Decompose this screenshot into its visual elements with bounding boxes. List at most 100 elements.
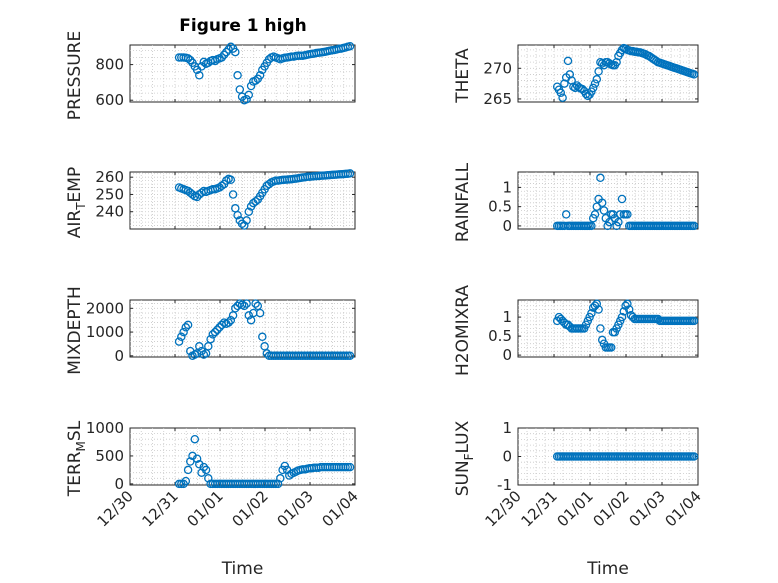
data-point [244, 207, 254, 216]
data-point [222, 176, 231, 185]
x-tick-label: 01/01 [554, 487, 597, 530]
data-point [258, 332, 267, 342]
data-point [183, 54, 193, 63]
data-point [215, 323, 224, 332]
data-point [592, 75, 602, 84]
data-point [273, 479, 283, 489]
y-tick-label: 1 [502, 308, 512, 326]
data-point [233, 71, 242, 80]
data-point [231, 304, 240, 313]
y-tick-label: 0.5 [488, 327, 512, 345]
data-point [345, 462, 355, 472]
data-point [204, 474, 213, 483]
data-point [213, 325, 222, 334]
data-point [244, 311, 254, 320]
y-tick-label: 0 [502, 217, 512, 235]
subplot-1: 600 800 PRESSURE [65, 31, 356, 120]
data-point [689, 452, 699, 461]
data-point [228, 190, 238, 199]
data-point [556, 88, 566, 98]
data-point [226, 175, 236, 185]
data-point [599, 206, 609, 215]
y-tick-label: 0.5 [488, 198, 512, 216]
data-point [587, 309, 596, 318]
data-point [197, 62, 206, 71]
data-point [222, 47, 231, 57]
y-axis-label: AIRTEMP [65, 167, 88, 238]
data-point [186, 55, 195, 65]
data-point [689, 70, 699, 79]
y-axis-label: PRESSURE [65, 31, 85, 120]
data-point [235, 85, 245, 94]
data-point [689, 221, 699, 231]
subplot-2: 265 270 THETA [453, 43, 699, 108]
y-tick-label: 0 [502, 448, 512, 466]
x-tick-label: 01/03 [274, 487, 317, 530]
data-point [210, 56, 220, 66]
y-tick-label: 2000 [86, 299, 124, 317]
data-point [623, 210, 632, 219]
data-point [588, 83, 598, 93]
data-point [195, 342, 204, 351]
y-tick-label: 240 [95, 203, 124, 221]
data-point [592, 202, 602, 211]
data-point [251, 299, 260, 308]
x-tick-label: 01/04 [662, 487, 705, 530]
data-point [217, 53, 227, 62]
data-point [226, 42, 236, 52]
y-tick-label: 0 [502, 346, 512, 364]
data-series [174, 169, 355, 230]
data-point [341, 351, 350, 361]
data-point [188, 451, 197, 461]
data-point [183, 320, 193, 330]
data-point [345, 41, 355, 51]
data-point [587, 221, 596, 231]
data-point [560, 79, 569, 88]
y-tick-label: 265 [483, 90, 512, 108]
data-point [195, 71, 204, 80]
data-point [201, 465, 211, 475]
data-point [617, 194, 627, 204]
data-point [179, 327, 188, 337]
data-point [596, 173, 605, 183]
data-point [219, 50, 229, 60]
data-point [246, 81, 256, 91]
x-tick-label: 01/03 [626, 487, 669, 530]
data-point [558, 93, 567, 102]
data-point [190, 434, 200, 444]
x-tick-label: 12/31 [139, 487, 182, 530]
subplot-4: 00.5 1 RAINFALL [453, 162, 699, 242]
data-point [197, 468, 206, 477]
subplot-6: 00.51 H2OMIXRA [453, 285, 699, 376]
data-point [255, 71, 265, 80]
x-axis-label: Time [586, 559, 629, 579]
data-point [561, 210, 571, 219]
data-series [552, 452, 699, 461]
data-point [623, 299, 632, 309]
data-series [174, 299, 355, 361]
data-point [192, 454, 202, 463]
data-point [181, 476, 191, 486]
y-tick-label: -1 [497, 476, 512, 494]
data-point [255, 308, 265, 318]
x-tick-label: 12/30 [94, 487, 137, 530]
data-point [224, 318, 233, 327]
y-tick-label: 270 [483, 59, 512, 77]
y-tick-label: 500 [95, 447, 124, 465]
data-point [345, 169, 355, 178]
x-tick-label: 01/02 [229, 487, 272, 530]
y-tick-label: 1000 [86, 419, 124, 437]
y-tick-label: 0 [114, 475, 124, 493]
data-point [624, 305, 634, 314]
data-point [183, 465, 193, 475]
data-point [251, 197, 260, 206]
data-point [174, 337, 184, 346]
y-tick-label: 250 [95, 185, 124, 203]
x-axis-label: Time [221, 559, 264, 579]
subplot-8: 12/3012/3101/0101/0201/0301/04-101SUNFLU… [453, 419, 705, 579]
data-point [192, 192, 202, 202]
data-point [264, 179, 274, 189]
y-axis-label: RAINFALL [453, 162, 473, 242]
y-axis-label: MIXDEPTH [65, 286, 85, 375]
